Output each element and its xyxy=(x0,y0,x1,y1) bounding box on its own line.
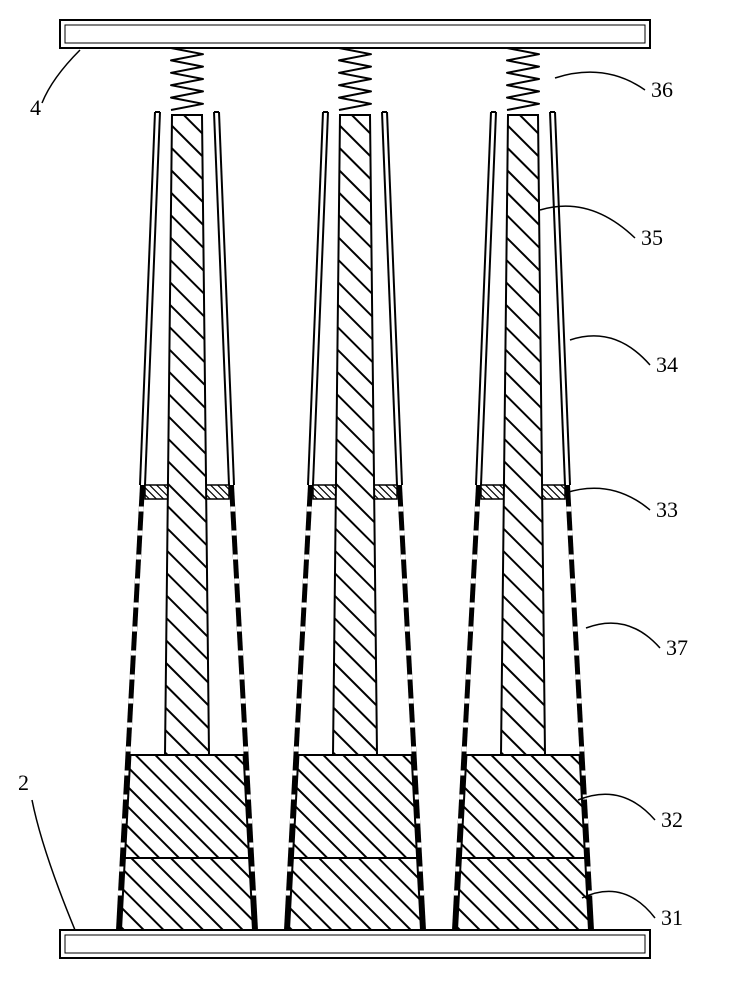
svg-text:31: 31 xyxy=(661,905,683,930)
svg-text:4: 4 xyxy=(30,95,41,120)
diagram-canvas: 36 35 34 33 37 32 31 4 2 xyxy=(0,0,729,1000)
svg-text:35: 35 xyxy=(641,225,663,250)
svg-text:37: 37 xyxy=(666,635,688,660)
diagram-svg: 36 35 34 33 37 32 31 4 2 xyxy=(0,0,729,1000)
svg-text:2: 2 xyxy=(18,770,29,795)
svg-text:32: 32 xyxy=(661,807,683,832)
svg-text:36: 36 xyxy=(651,77,673,102)
svg-text:34: 34 xyxy=(656,352,678,377)
svg-text:33: 33 xyxy=(656,497,678,522)
